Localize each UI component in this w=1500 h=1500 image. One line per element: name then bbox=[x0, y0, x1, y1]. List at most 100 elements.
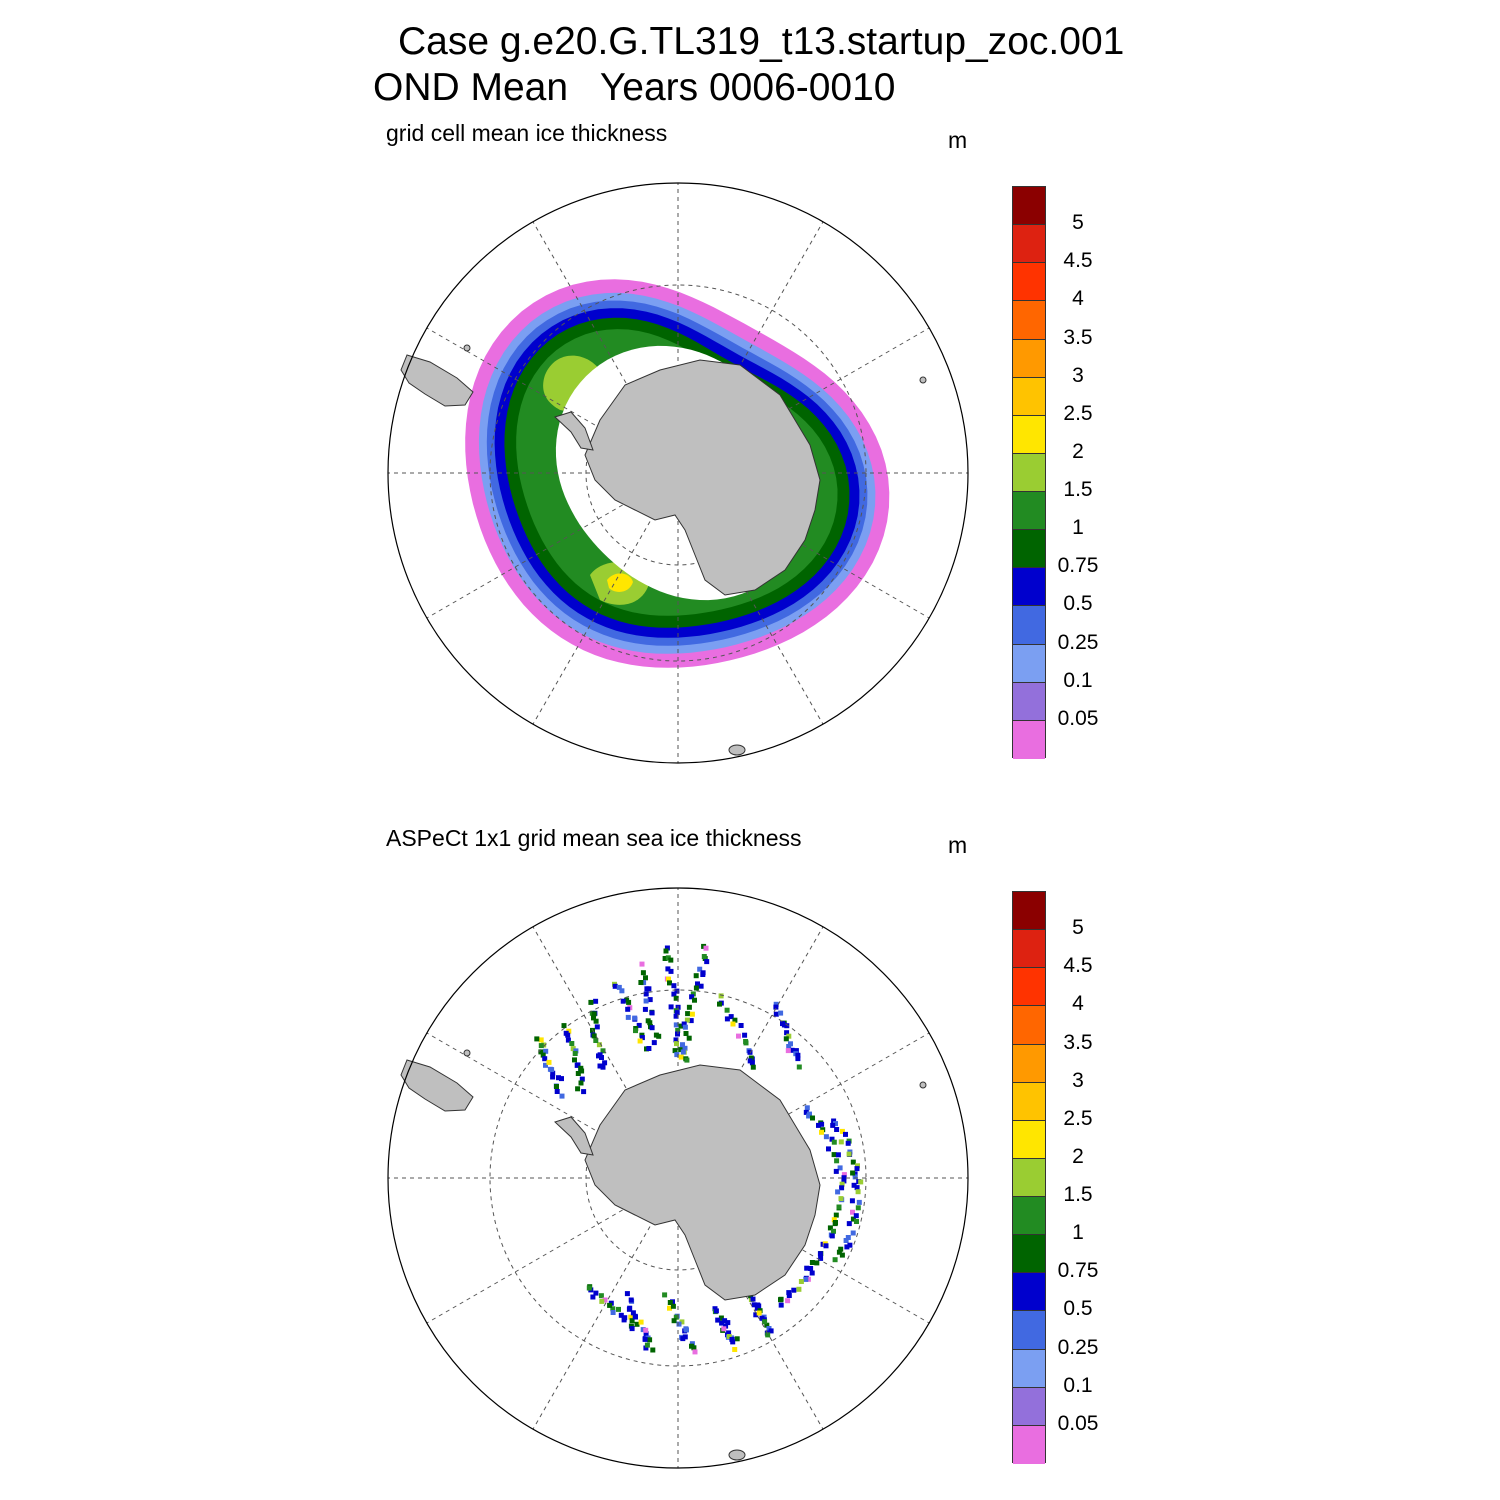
colorbar-segment bbox=[1013, 453, 1045, 492]
observation-cell bbox=[673, 1314, 679, 1320]
observation-cell bbox=[538, 1043, 544, 1049]
observation-cell bbox=[742, 1032, 748, 1038]
colorbar-tick-label: 0.75 bbox=[1057, 554, 1099, 578]
observation-cell bbox=[579, 1068, 585, 1074]
observation-cell bbox=[538, 1049, 544, 1055]
observation-cell bbox=[749, 1060, 755, 1066]
observation-cell bbox=[626, 999, 632, 1005]
panel2-title: ASPeCt 1x1 grid mean sea ice thickness bbox=[386, 825, 802, 851]
observation-cell bbox=[823, 1134, 829, 1140]
observation-cell bbox=[786, 1293, 792, 1298]
observation-cell bbox=[786, 1290, 792, 1296]
observation-cell bbox=[689, 994, 695, 1000]
observation-cell bbox=[640, 970, 646, 976]
observation-cell bbox=[713, 1308, 719, 1314]
observation-cell bbox=[743, 1040, 749, 1046]
observation-cell bbox=[695, 981, 700, 987]
observation-cell bbox=[671, 983, 677, 989]
colorbar-tick-label: 3 bbox=[1072, 1068, 1084, 1092]
observation-cell bbox=[628, 1314, 634, 1320]
colorbar-segment bbox=[1013, 187, 1045, 226]
colorbar-segment bbox=[1013, 1082, 1045, 1121]
colorbar-tick-label: 4.5 bbox=[1063, 249, 1093, 273]
observation-cell bbox=[636, 1022, 642, 1028]
colorbar-tick-label: 3.5 bbox=[1063, 1030, 1093, 1054]
colorbar-tick-label: 0.05 bbox=[1057, 706, 1099, 730]
observation-cell bbox=[634, 1321, 640, 1327]
colorbar-tick-label: 1 bbox=[1072, 1221, 1084, 1245]
observation-cell bbox=[839, 1185, 845, 1191]
observation-cell bbox=[570, 1046, 576, 1052]
observation-cell bbox=[629, 1318, 635, 1324]
observation-cell bbox=[817, 1251, 823, 1257]
observation-cell bbox=[839, 1128, 845, 1134]
observation-cell bbox=[649, 1025, 655, 1031]
observation-cell bbox=[791, 1287, 797, 1293]
observation-cell bbox=[621, 1317, 627, 1323]
colorbar-segment bbox=[1013, 1044, 1045, 1083]
observation-cell bbox=[641, 980, 647, 986]
observation-cell bbox=[689, 1341, 695, 1347]
observation-cell bbox=[804, 1105, 810, 1111]
observation-cell bbox=[673, 995, 679, 1001]
observation-cell bbox=[773, 1004, 779, 1010]
observation-cell bbox=[698, 983, 704, 989]
observation-cell bbox=[854, 1219, 859, 1224]
observation-cell bbox=[846, 1151, 852, 1157]
observation-cell bbox=[843, 1238, 849, 1243]
antarctica-landmass bbox=[584, 1064, 821, 1301]
observation-cell bbox=[684, 1017, 690, 1023]
observation-cell bbox=[682, 1024, 688, 1030]
observation-cell bbox=[730, 1021, 736, 1027]
observation-cell bbox=[692, 1349, 698, 1355]
observation-cell bbox=[673, 1037, 679, 1043]
observation-cell bbox=[591, 1011, 597, 1017]
observation-cell bbox=[638, 1319, 644, 1325]
panel1-colorbar bbox=[1012, 186, 1046, 759]
observation-cell bbox=[725, 1320, 731, 1326]
observation-cell bbox=[575, 1086, 581, 1092]
observation-cell bbox=[751, 1302, 757, 1308]
observation-cell bbox=[602, 1060, 608, 1066]
observation-cell bbox=[639, 1035, 645, 1041]
observation-cell bbox=[803, 1276, 809, 1282]
observation-cell bbox=[847, 1242, 853, 1248]
colorbar-segment bbox=[1013, 1273, 1045, 1312]
observation-cell bbox=[596, 1042, 602, 1048]
observation-cell bbox=[850, 1170, 856, 1176]
observation-cell bbox=[682, 1045, 688, 1051]
panel1-polar-map bbox=[387, 182, 969, 764]
observation-cell bbox=[823, 1243, 829, 1249]
observation-cell bbox=[816, 1122, 821, 1128]
colorbar-tick-label: 5 bbox=[1072, 916, 1084, 940]
observation-cell bbox=[668, 1004, 674, 1010]
antarctica-landmass bbox=[584, 359, 821, 596]
observation-cell bbox=[645, 1018, 651, 1024]
observation-cell bbox=[814, 1260, 820, 1266]
observation-cell bbox=[599, 1055, 604, 1060]
observation-cell bbox=[718, 993, 724, 999]
observation-cell bbox=[579, 1076, 585, 1082]
observation-cell bbox=[841, 1172, 847, 1178]
colorbar-segment bbox=[1013, 892, 1045, 931]
observation-cell bbox=[684, 1057, 690, 1063]
observation-cell bbox=[765, 1332, 771, 1338]
observation-cell bbox=[833, 1220, 838, 1225]
observation-cell bbox=[762, 1319, 768, 1325]
observation-cell bbox=[643, 1331, 649, 1337]
observation-cell bbox=[834, 1158, 840, 1164]
observation-cell bbox=[586, 1285, 592, 1291]
observation-cell bbox=[679, 1319, 685, 1325]
observation-cell bbox=[700, 970, 706, 976]
observation-cell bbox=[630, 1310, 636, 1316]
observation-cell bbox=[538, 1037, 544, 1043]
observation-cell bbox=[808, 1266, 814, 1271]
observation-cell bbox=[783, 1036, 789, 1042]
observation-cell bbox=[785, 1298, 791, 1304]
observation-cell bbox=[662, 956, 668, 961]
observation-cell bbox=[667, 980, 672, 986]
colorbar-segment bbox=[1013, 1006, 1045, 1045]
observation-cell bbox=[851, 1182, 857, 1188]
colorbar-tick-label: 0.25 bbox=[1057, 1335, 1099, 1359]
observation-cell bbox=[853, 1213, 859, 1219]
